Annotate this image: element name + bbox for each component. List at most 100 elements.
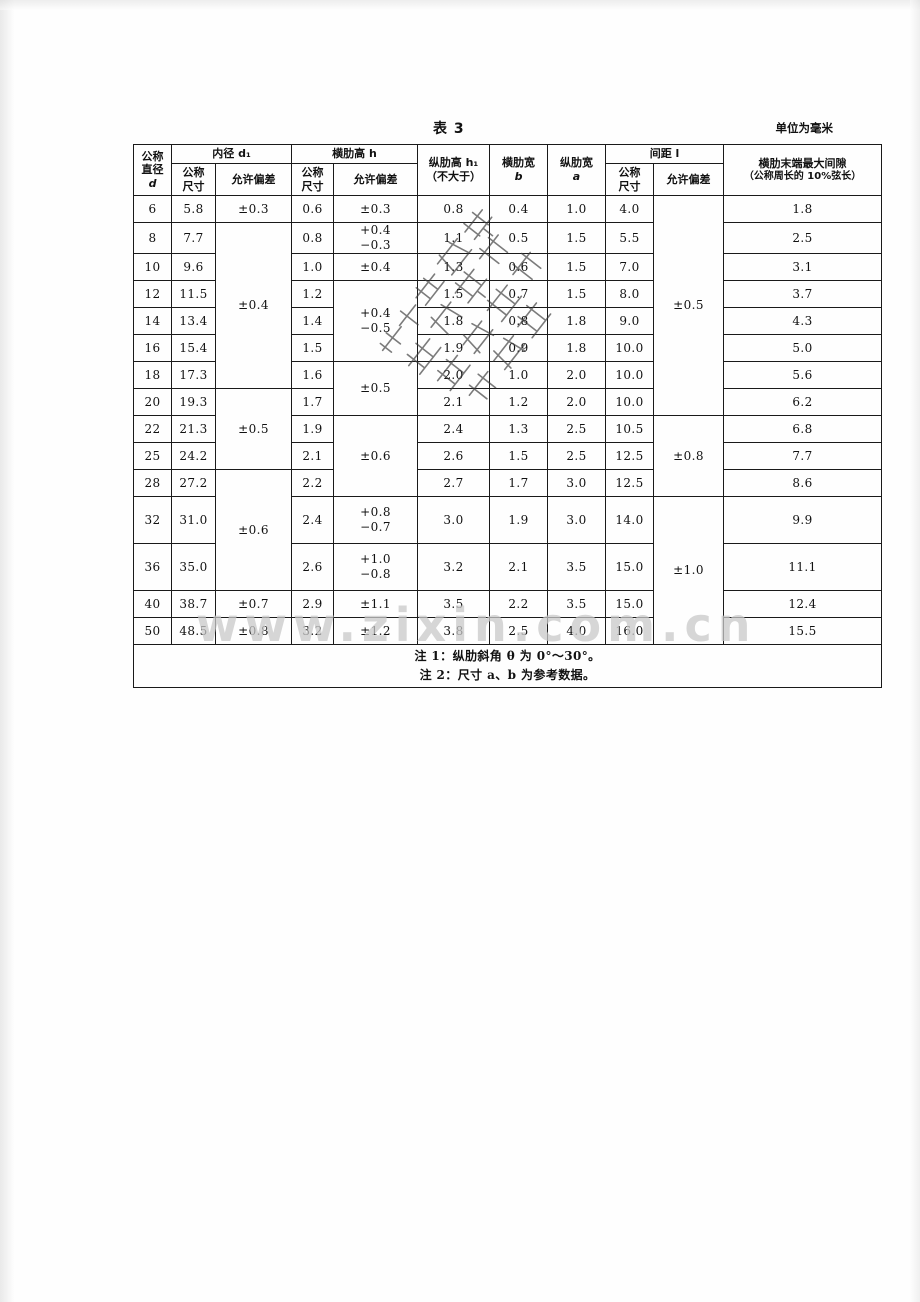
cell-max-gap: 2.5: [723, 222, 883, 255]
table-row: 18 17.3 1.6 ±0.5 2.0 1.0 2.0 10.0 5.6: [133, 361, 883, 417]
cell-l: 9.0: [605, 307, 655, 336]
cell-a: 1.8: [547, 334, 607, 363]
cell-l: 10.0: [605, 388, 655, 417]
cell-h1: 3.5: [417, 590, 491, 619]
cell-h-tolerance: ±0.6: [332, 415, 419, 498]
cell-h-tolerance: ±1.2: [332, 617, 419, 646]
th-max-gap-l1: 横肋末端最大间隙: [758, 157, 847, 170]
th-h-nom-l1: 公称: [301, 165, 324, 179]
table-row: 25 24.2 2.1 2.6 1.5 2.5 12.5 7.7: [133, 442, 883, 471]
cell-h: 1.9: [291, 415, 334, 444]
th-d1-nom-l2: 尺寸: [182, 179, 205, 193]
cell-b: 1.2: [489, 388, 549, 417]
cell-h: 2.6: [291, 543, 334, 592]
th-group-spacing: 间距 l: [605, 144, 725, 164]
cell-h: 1.4: [291, 307, 334, 336]
cell-d1: 11.5: [171, 280, 216, 309]
cell-a: 3.5: [547, 543, 607, 592]
cell-a: 3.0: [547, 469, 607, 498]
header-row-1: 公称 直径 d 内径 d₁ 横肋高 h 纵肋高 h₁ （不大于） 横肋宽 b: [133, 143, 883, 197]
cell-h: 1.2: [291, 280, 334, 309]
cell-l: 12.5: [605, 469, 655, 498]
cell-d1-tolerance: ±0.4: [215, 222, 292, 390]
th-max-gap: 横肋末端最大间隙 （公称周长的 10%弦长）: [723, 143, 883, 197]
cell-d1: 19.3: [171, 388, 216, 417]
table-row: 28 27.2 ±0.6 2.2 2.7 1.7 3.0 12.5 8.6: [133, 469, 883, 592]
table-row: 20 19.3 ±0.5 1.7 2.1 1.2 2.0 10.0 6.2: [133, 388, 883, 471]
cell-d: 28: [133, 469, 172, 498]
cell-h1: 3.0: [417, 496, 491, 545]
cell-l: 8.0: [605, 280, 655, 309]
th-longitudinal-rib-height: 纵肋高 h₁ （不大于）: [417, 143, 491, 197]
note-2: 注 2：尺寸 a、b 为参考数据。: [419, 668, 596, 683]
cell-max-gap: 9.9: [723, 496, 883, 545]
cell-d1: 27.2: [171, 469, 216, 498]
cell-h1: 1.9: [417, 334, 491, 363]
note-1: 注 1：纵肋斜角 θ 为 0°～30°。: [414, 649, 601, 664]
th-h-nominal-size: 公称 尺寸: [291, 162, 334, 197]
cell-a: 1.0: [547, 195, 607, 224]
cell-h1: 1.1: [417, 222, 491, 255]
cell-max-gap: 3.7: [723, 280, 883, 309]
cell-d1: 35.0: [171, 543, 216, 592]
th-d1-tolerance: 允许偏差: [215, 162, 292, 197]
cell-l: 10.0: [605, 361, 655, 390]
cell-d: 20: [133, 388, 172, 417]
page-edge-shadow-top: [0, 0, 920, 10]
cell-d1: 31.0: [171, 496, 216, 545]
cell-h-tolerance: +0.4 −0.5: [332, 280, 419, 363]
cell-d1: 38.7: [171, 590, 216, 619]
cell-b: 2.2: [489, 590, 549, 619]
cell-h: 1.7: [291, 388, 334, 417]
cell-d: 6: [133, 195, 172, 224]
cell-h1: 2.4: [417, 415, 491, 444]
cell-h-tolerance: +1.0 −0.8: [332, 543, 419, 592]
cell-a: 2.0: [547, 388, 607, 417]
cell-l: 15.0: [605, 543, 655, 592]
cell-b: 0.9: [489, 334, 549, 363]
cell-h-tolerance: ±1.1: [332, 590, 419, 619]
cell-h-tolerance: +0.4 −0.3: [332, 222, 419, 255]
cell-b: 1.5: [489, 442, 549, 471]
cell-d1: 48.5: [171, 617, 216, 646]
cell-l: 14.0: [605, 496, 655, 545]
cell-h1: 1.5: [417, 280, 491, 309]
cell-max-gap: 15.5: [723, 617, 883, 646]
th-d1-nom-l1: 公称: [182, 165, 205, 179]
cell-h-tolerance: +0.8 −0.7: [332, 496, 419, 545]
cell-h: 3.2: [291, 617, 334, 646]
cell-l: 15.0: [605, 590, 655, 619]
cell-max-gap: 12.4: [723, 590, 883, 619]
cell-h-tolerance-minus: −0.3: [360, 238, 391, 253]
cell-h: 2.1: [291, 442, 334, 471]
cell-d1: 7.7: [171, 222, 216, 255]
notes-row: 注 1：纵肋斜角 θ 为 0°～30°。 注 2：尺寸 a、b 为参考数据。: [132, 644, 883, 689]
cell-h: 0.8: [291, 222, 334, 255]
cell-l: 4.0: [605, 195, 655, 224]
th-l-nom-l2: 尺寸: [618, 179, 641, 193]
th-nominal-diameter: 公称 直径 d: [133, 143, 172, 197]
cell-a: 1.5: [547, 253, 607, 282]
cell-b: 2.5: [489, 617, 549, 646]
cell-max-gap: 5.6: [723, 361, 883, 390]
cell-h1: 1.3: [417, 253, 491, 282]
cell-d: 40: [133, 590, 172, 619]
cell-h1: 1.8: [417, 307, 491, 336]
cell-d1-tolerance: ±0.6: [215, 469, 292, 592]
cell-h1: 2.1: [417, 388, 491, 417]
cell-max-gap: 5.0: [723, 334, 883, 363]
th-l-tolerance: 允许偏差: [653, 162, 725, 197]
cell-h: 1.6: [291, 361, 334, 390]
cell-max-gap: 7.7: [723, 442, 883, 471]
cell-h1: 0.8: [417, 195, 491, 224]
cell-d: 50: [133, 617, 172, 646]
th-nominal-diameter-l3: d: [148, 177, 157, 190]
table-row: 50 48.5 ±0.8 3.2 ±1.2 3.8 2.5 4.0 16.0 1…: [133, 617, 883, 646]
cell-l: 16.0: [605, 617, 655, 646]
cell-d1: 15.4: [171, 334, 216, 363]
cell-h: 1.0: [291, 253, 334, 282]
cell-a: 2.0: [547, 361, 607, 390]
cell-a: 4.0: [547, 617, 607, 646]
cell-a: 2.5: [547, 415, 607, 444]
